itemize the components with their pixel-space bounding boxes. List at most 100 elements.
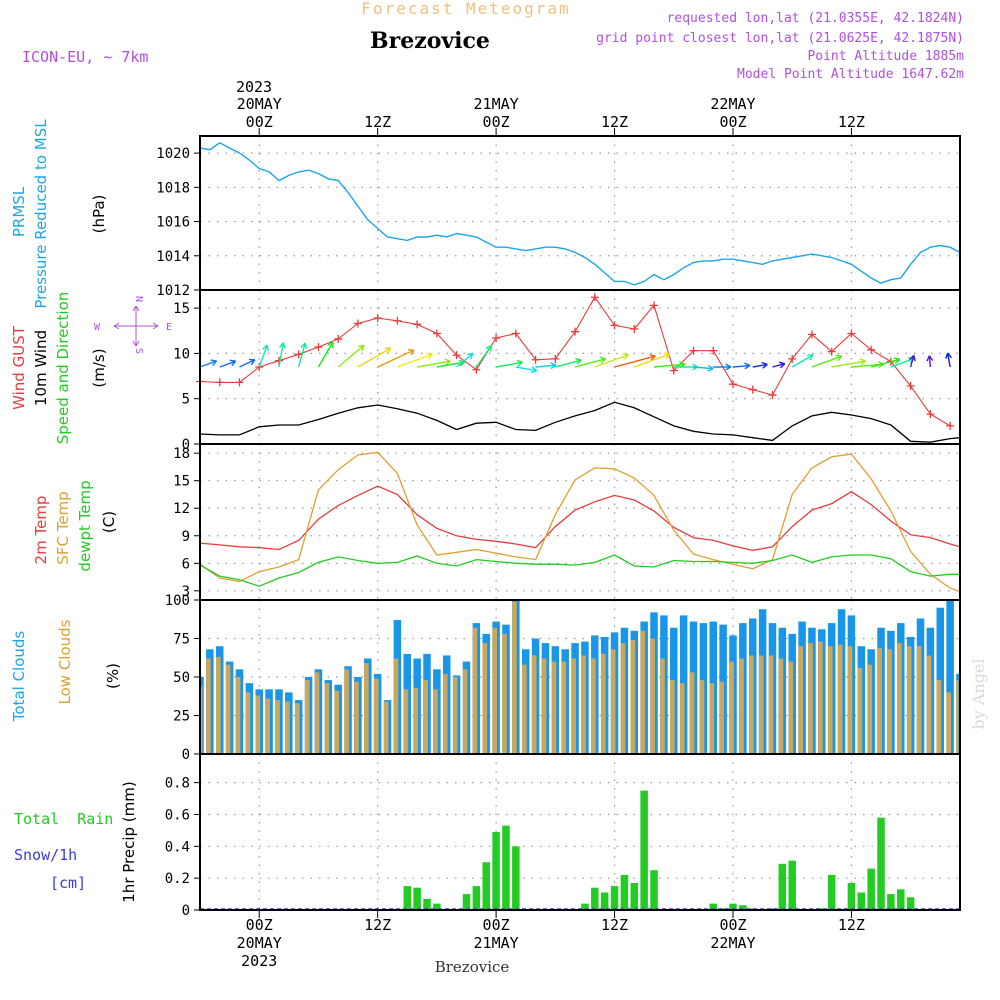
temperature-border xyxy=(199,443,961,601)
wind-direction-arrow xyxy=(945,352,952,368)
gust-marker xyxy=(472,365,481,374)
ytick-label: 1014 xyxy=(156,249,190,265)
clouds-panel: 0 25 50 75 100 xyxy=(165,593,960,763)
rain-bar xyxy=(610,886,619,910)
snow-unit: [cm] xyxy=(50,874,86,892)
gust-marker xyxy=(867,345,876,354)
ytick-label: 100 xyxy=(165,593,190,609)
rain-bar xyxy=(512,846,520,910)
rain-bar xyxy=(729,903,737,910)
wind-direction-arrow xyxy=(397,352,433,368)
gust-marker xyxy=(827,347,836,356)
rain-bar xyxy=(620,874,629,910)
rain-bar xyxy=(739,905,747,910)
gust-marker xyxy=(353,319,362,328)
panels: 1012101410161018102005101536912151802550… xyxy=(156,135,961,919)
ytick-label: 1016 xyxy=(156,215,190,231)
bottom-time-label: 12Z xyxy=(364,916,391,934)
low-cloud-bar xyxy=(443,673,448,754)
gust-marker xyxy=(393,316,402,325)
wind-direction-arrow xyxy=(535,362,557,370)
gust-marker xyxy=(650,301,659,310)
compass-n: N xyxy=(133,296,144,302)
gust-marker xyxy=(926,410,935,419)
ytick-label: 1018 xyxy=(156,180,190,196)
wind-direction-arrow xyxy=(574,356,607,368)
ytick-label: 3 xyxy=(182,584,190,600)
gust-marker xyxy=(728,380,737,389)
bottom-time-label: 2023 xyxy=(241,952,277,970)
gust-marker xyxy=(235,378,244,387)
ytick-label: 10 xyxy=(173,346,190,362)
bottom-time-label: 21MAY xyxy=(474,934,519,952)
rain-bar xyxy=(472,886,481,910)
low-cloud-bar xyxy=(916,646,922,754)
wind-direction-arrow xyxy=(337,344,365,368)
low-cloud-bar xyxy=(956,680,959,754)
low-cloud-bar xyxy=(452,677,458,754)
gust-marker xyxy=(847,329,856,338)
wind-direction-arrow xyxy=(693,364,714,372)
low-cloud-bar xyxy=(591,658,596,754)
rain-bar xyxy=(492,832,500,910)
rain-bar xyxy=(887,894,895,910)
top-time-label: 12Z xyxy=(364,113,391,131)
cloud-unit: (%) xyxy=(104,663,122,689)
low-cloud-bar xyxy=(758,655,764,754)
low-cloud-bar xyxy=(344,669,349,754)
wind-direction-arrow xyxy=(239,358,256,368)
rain-bar xyxy=(877,817,885,910)
sfc-label: SFC Temp xyxy=(54,491,72,564)
top-time-label: 00Z xyxy=(719,113,746,131)
low-cloud-bar xyxy=(561,661,567,754)
low-cloud-bar xyxy=(521,664,527,754)
wind-direction-arrow xyxy=(555,357,582,368)
low-cloud-bar xyxy=(364,663,369,754)
wind-direction-arrow xyxy=(752,361,768,369)
total-clouds-label: Total Clouds xyxy=(10,631,28,723)
bottom-time-label: 22MAY xyxy=(710,934,755,952)
wind-direction-arrow xyxy=(909,354,916,368)
wind-direction-arrow xyxy=(278,342,286,368)
temperature-panel: 3 6 9 12 15 18 xyxy=(173,444,961,600)
top-time-label: 22MAY xyxy=(710,95,755,113)
wind-direction-arrow xyxy=(199,359,218,368)
wind10-label: 10m Wind xyxy=(32,330,50,406)
gust-marker xyxy=(906,382,915,391)
watermark: by Angel xyxy=(969,658,988,729)
bottom-time-label: 00Z xyxy=(483,916,510,934)
low-cloud-bar xyxy=(304,680,310,754)
temp-panel-labels: 2m Temp SFC Temp dewpt Temp (C) xyxy=(32,480,118,571)
ytick-label: 0.6 xyxy=(165,807,190,823)
gust-marker xyxy=(610,321,619,330)
rain-bar xyxy=(650,870,658,910)
gust-marker xyxy=(590,293,599,302)
low-cloud-bar xyxy=(285,701,290,754)
low-cloud-bar xyxy=(768,655,774,754)
ytick-label: 0.8 xyxy=(165,776,190,792)
ytick-label: 1020 xyxy=(156,146,190,162)
model-label: ICON-EU, ~ 7km xyxy=(22,48,148,66)
chart-title: Forecast Meteogram xyxy=(361,0,570,18)
low-cloud-bar xyxy=(650,638,655,754)
gust-marker xyxy=(334,334,343,343)
gust-marker xyxy=(768,391,777,400)
low-cloud-bar xyxy=(294,703,300,754)
gust-marker xyxy=(531,355,540,364)
ytick-label: 1012 xyxy=(156,283,190,299)
gust-marker xyxy=(413,320,422,329)
low-cloud-bar xyxy=(531,655,537,754)
grid-point-coords: grid point closest lon,lat (21.0625E, 42… xyxy=(596,31,964,46)
compass-rose: W E N S xyxy=(94,296,172,354)
low-cloud-bar xyxy=(512,601,517,754)
wind-direction-arrow xyxy=(317,341,334,368)
rain-bar xyxy=(857,892,866,910)
low-cloud-bar xyxy=(334,690,340,754)
speed-dir-label: Speed and Direction xyxy=(54,292,72,445)
rain-bar xyxy=(433,903,441,910)
low-cloud-bar xyxy=(571,658,576,754)
low-cloud-bar xyxy=(245,692,251,754)
low-cloud-bar xyxy=(689,672,695,754)
low-cloud-bar xyxy=(887,649,892,754)
